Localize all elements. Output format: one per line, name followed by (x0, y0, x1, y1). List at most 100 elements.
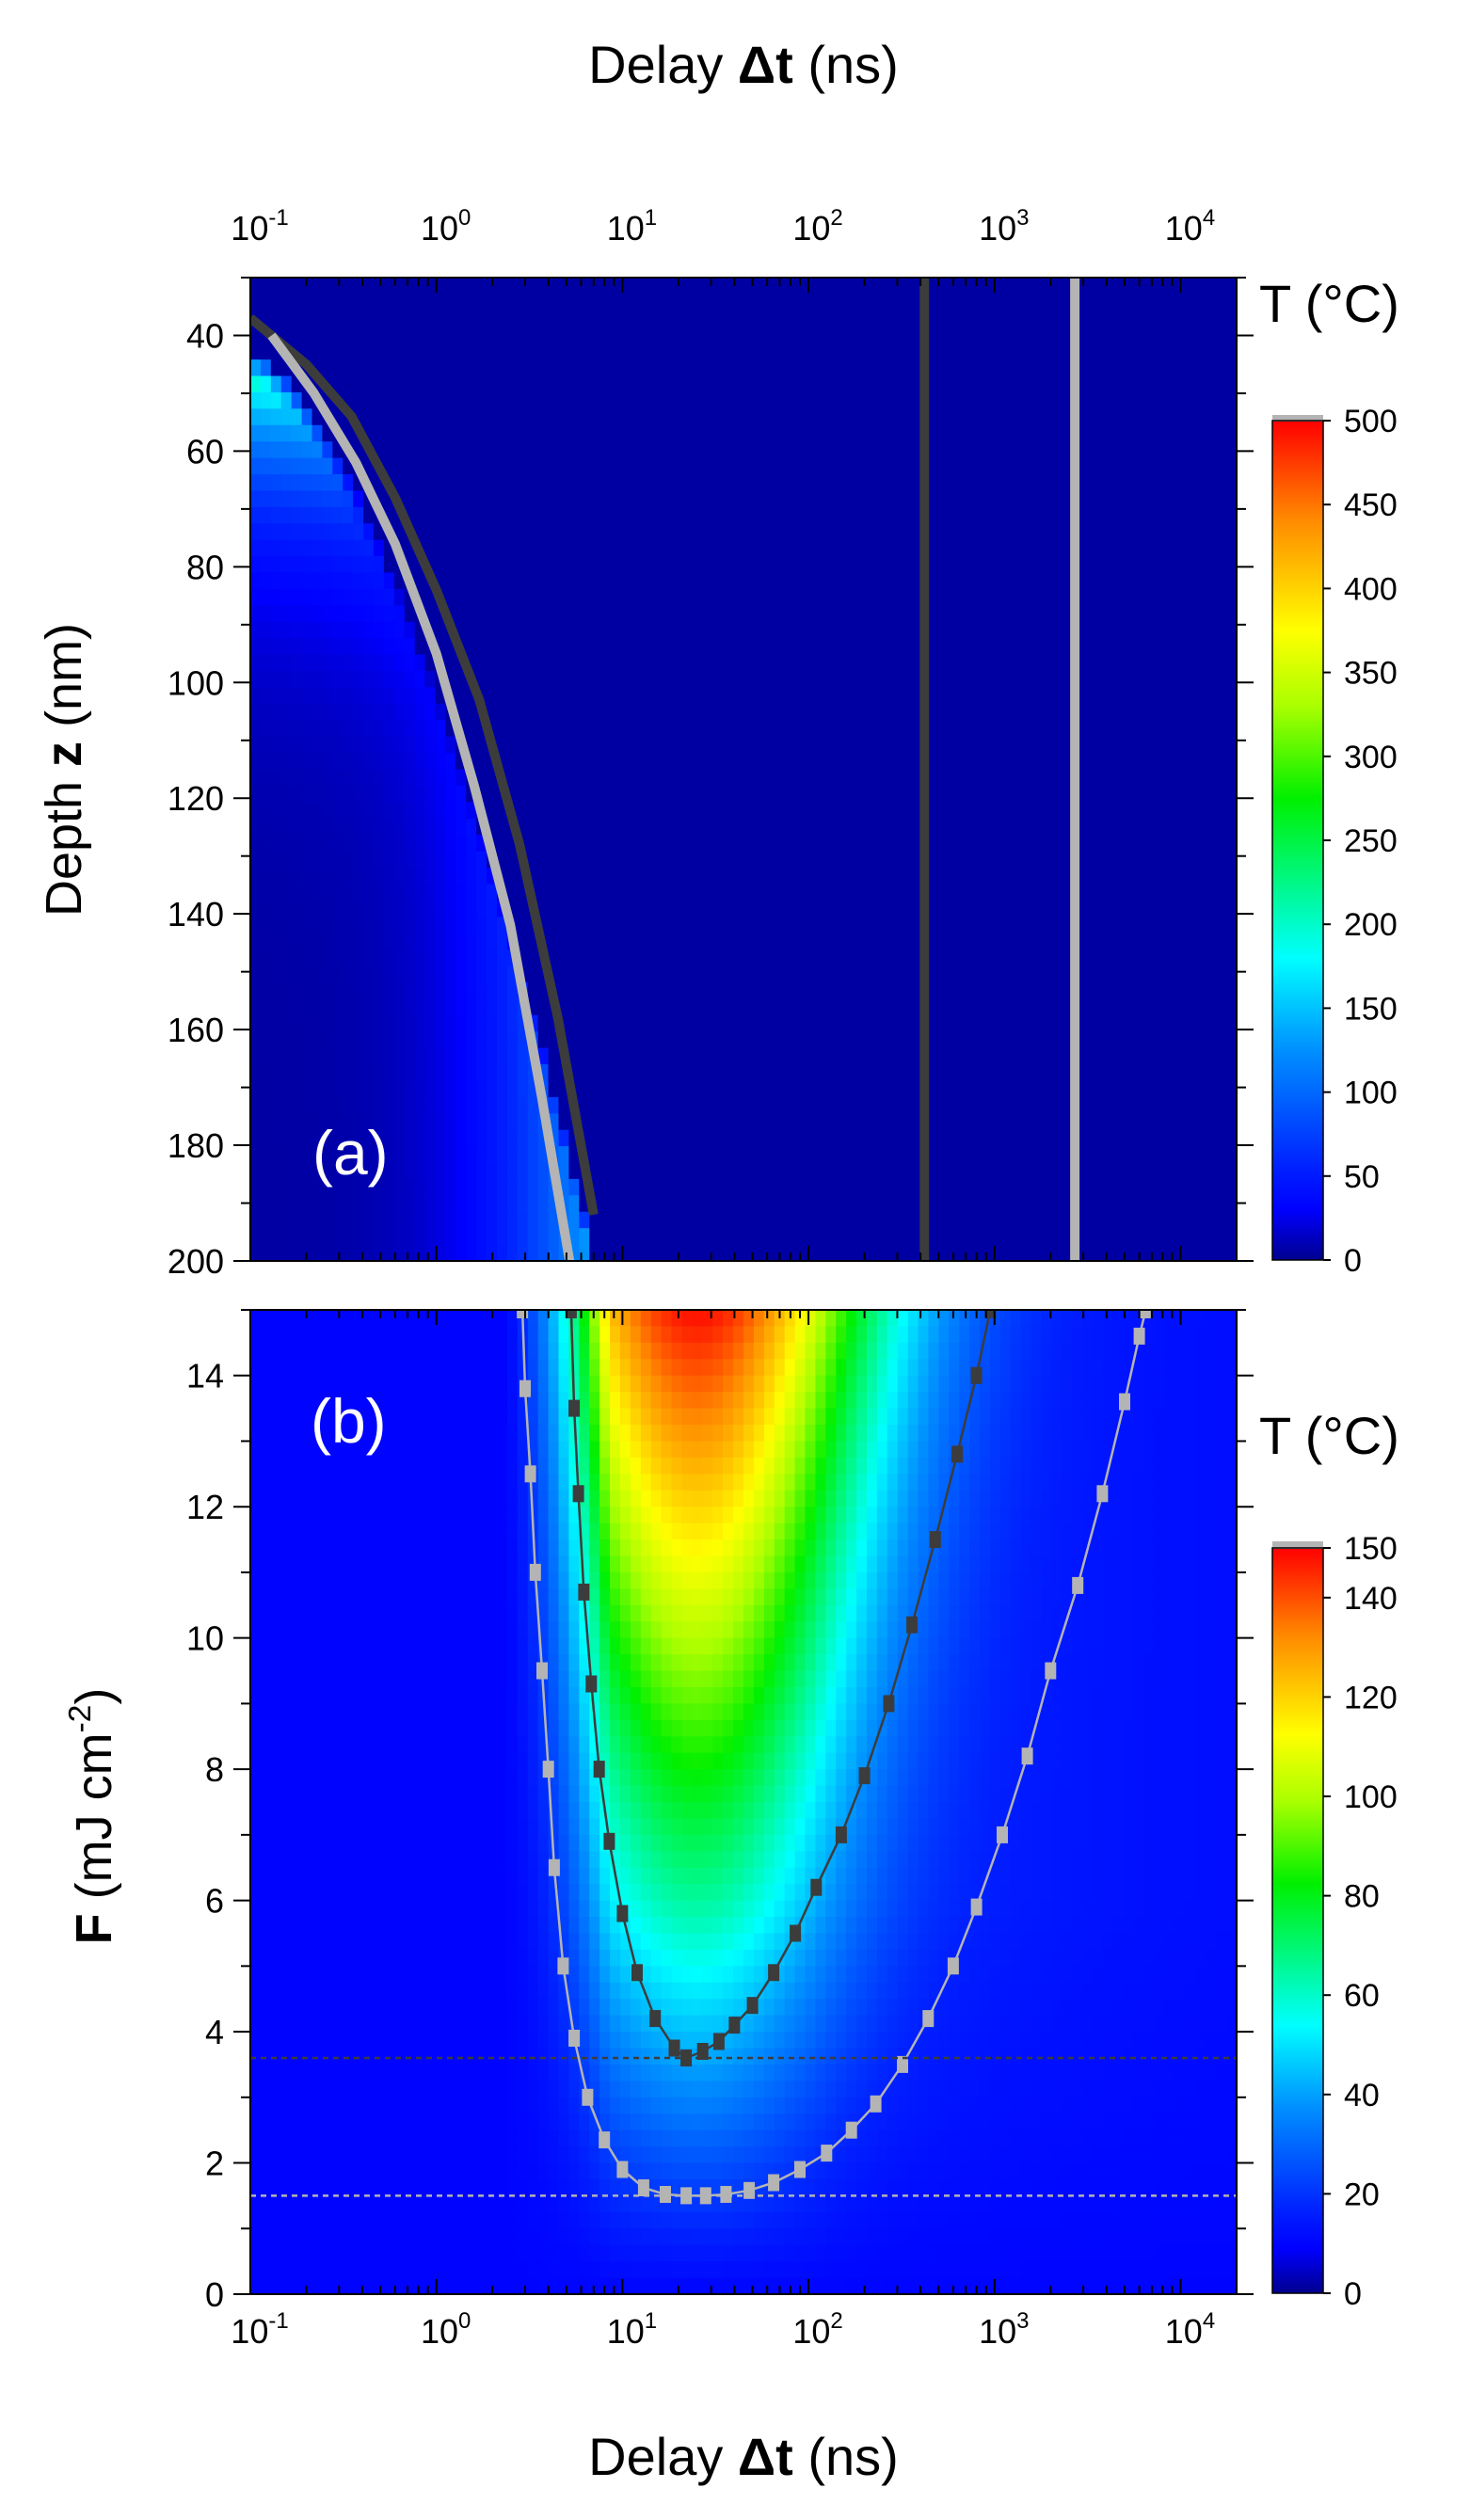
heatmap-a-cell (723, 1211, 734, 1229)
heatmap-a-cell (630, 605, 642, 623)
heatmap-a-cell (867, 818, 878, 836)
heatmap-a-cell (445, 884, 457, 901)
heatmap-a-cell (794, 310, 807, 327)
heatmap-a-cell (445, 1014, 457, 1032)
heatmap-a-cell (959, 1228, 970, 1246)
heatmap-a-cell (404, 391, 416, 410)
heatmap-a-cell (907, 474, 919, 492)
heatmap-a-cell (291, 1195, 303, 1213)
heatmap-a-cell (836, 359, 847, 377)
heatmap-a-cell (374, 1195, 385, 1213)
heatmap-a-cell (1031, 294, 1043, 311)
heatmap-a-cell (1041, 654, 1053, 672)
heatmap-a-cell (1010, 539, 1022, 557)
heatmap-a-cell (301, 1162, 313, 1180)
heatmap-a-cell (414, 343, 426, 360)
heatmap-a-cell (383, 703, 395, 721)
heatmap-a-cell (589, 310, 600, 327)
heatmap-a-cell (312, 1113, 324, 1131)
heatmap-a-cell (640, 1162, 652, 1180)
heatmap-a-cell (990, 294, 1001, 311)
heatmap-a-cell (312, 1178, 324, 1197)
heatmap-a-cell (445, 753, 457, 771)
heatmap-a-cell (897, 720, 909, 738)
heatmap-a-cell (374, 851, 385, 869)
heatmap-a-cell (1010, 310, 1022, 327)
heatmap-a-cell (374, 703, 385, 721)
heatmap-a-cell (517, 556, 529, 574)
heatmap-a-cell (990, 1195, 1001, 1213)
heatmap-a-cell (990, 1064, 1001, 1082)
heatmap-a-cell (763, 802, 775, 820)
heatmap-a-cell (938, 343, 951, 360)
heatmap-a-cell (630, 687, 642, 705)
heatmap-a-cell (599, 294, 611, 311)
heatmap-a-cell (250, 375, 262, 393)
heatmap-a-cell (1041, 1146, 1053, 1164)
heatmap-a-cell (938, 1064, 951, 1082)
heatmap-a-cell (1062, 391, 1074, 410)
heatmap-a-cell (876, 965, 888, 983)
heatmap-a-cell (363, 884, 375, 901)
heatmap-a-cell (856, 278, 868, 295)
heatmap-a-cell (363, 1178, 375, 1197)
heatmap-a-cell (650, 851, 663, 869)
heatmap-a-cell (497, 1211, 508, 1229)
heatmap-a-cell (681, 884, 694, 901)
heatmap-a-cell (589, 785, 600, 804)
heatmap-a-cell (743, 556, 755, 574)
heatmap-a-cell (846, 539, 857, 557)
heatmap-a-cell (692, 1113, 704, 1131)
heatmap-a-cell (424, 981, 437, 1000)
heatmap-a-cell (1082, 933, 1094, 950)
heatmap-a-cell (506, 375, 519, 393)
heatmap-a-cell (506, 424, 519, 442)
heatmap-a-cell (949, 884, 960, 901)
heatmap-a-cell (743, 949, 755, 967)
heatmap-a-cell (702, 424, 713, 442)
heatmap-a-cell (897, 687, 909, 705)
heatmap-a-cell (1010, 556, 1022, 574)
heatmap-a-cell (312, 965, 324, 983)
heatmap-a-cell (949, 981, 960, 1000)
heatmap-a-cell (907, 424, 919, 442)
heatmap-a-cell (579, 424, 590, 442)
heatmap-a-cell (1031, 981, 1043, 1000)
heatmap-a-cell (969, 506, 981, 524)
heatmap-a-cell (343, 1031, 354, 1049)
heatmap-a-cell (599, 1064, 611, 1082)
heatmap-a-cell (414, 572, 426, 590)
heatmap-a-cell (374, 868, 385, 885)
heatmap-a-cell (630, 998, 642, 1016)
heatmap-a-cell (1020, 441, 1032, 459)
heatmap-a-cell (959, 424, 970, 442)
heatmap-a-cell (794, 1113, 807, 1131)
heatmap-a-cell (301, 835, 313, 853)
heatmap-a-cell (763, 965, 775, 983)
heatmap-a-cell (630, 671, 642, 689)
heatmap-a-cell (1103, 391, 1114, 410)
heatmap-a-cell (743, 588, 755, 607)
heatmap-a-cell (712, 1080, 724, 1098)
heatmap-a-cell (579, 884, 590, 901)
heatmap-a-cell (969, 408, 981, 426)
heatmap-a-cell (1010, 900, 1022, 917)
heatmap-a-cell (867, 441, 878, 459)
heatmap-a-cell (846, 523, 857, 541)
heatmap-a-cell (363, 654, 375, 672)
heatmap-a-cell (650, 802, 663, 820)
heatmap-a-cell (980, 278, 991, 295)
heatmap-a-cell (383, 539, 395, 557)
heatmap-a-cell (301, 391, 313, 410)
heatmap-a-cell (424, 933, 437, 950)
heatmap-a-cell (856, 1195, 868, 1213)
heatmap-a-cell (805, 278, 817, 295)
heatmap-a-cell (846, 1031, 857, 1049)
heatmap-a-cell (548, 523, 560, 541)
heatmap-a-cell (712, 1129, 724, 1147)
heatmap-a-cell (374, 720, 385, 738)
heatmap-a-cell (805, 802, 817, 820)
heatmap-a-cell (856, 506, 868, 524)
heatmap-a-cell (517, 408, 529, 426)
heatmap-a-cell (322, 785, 334, 804)
